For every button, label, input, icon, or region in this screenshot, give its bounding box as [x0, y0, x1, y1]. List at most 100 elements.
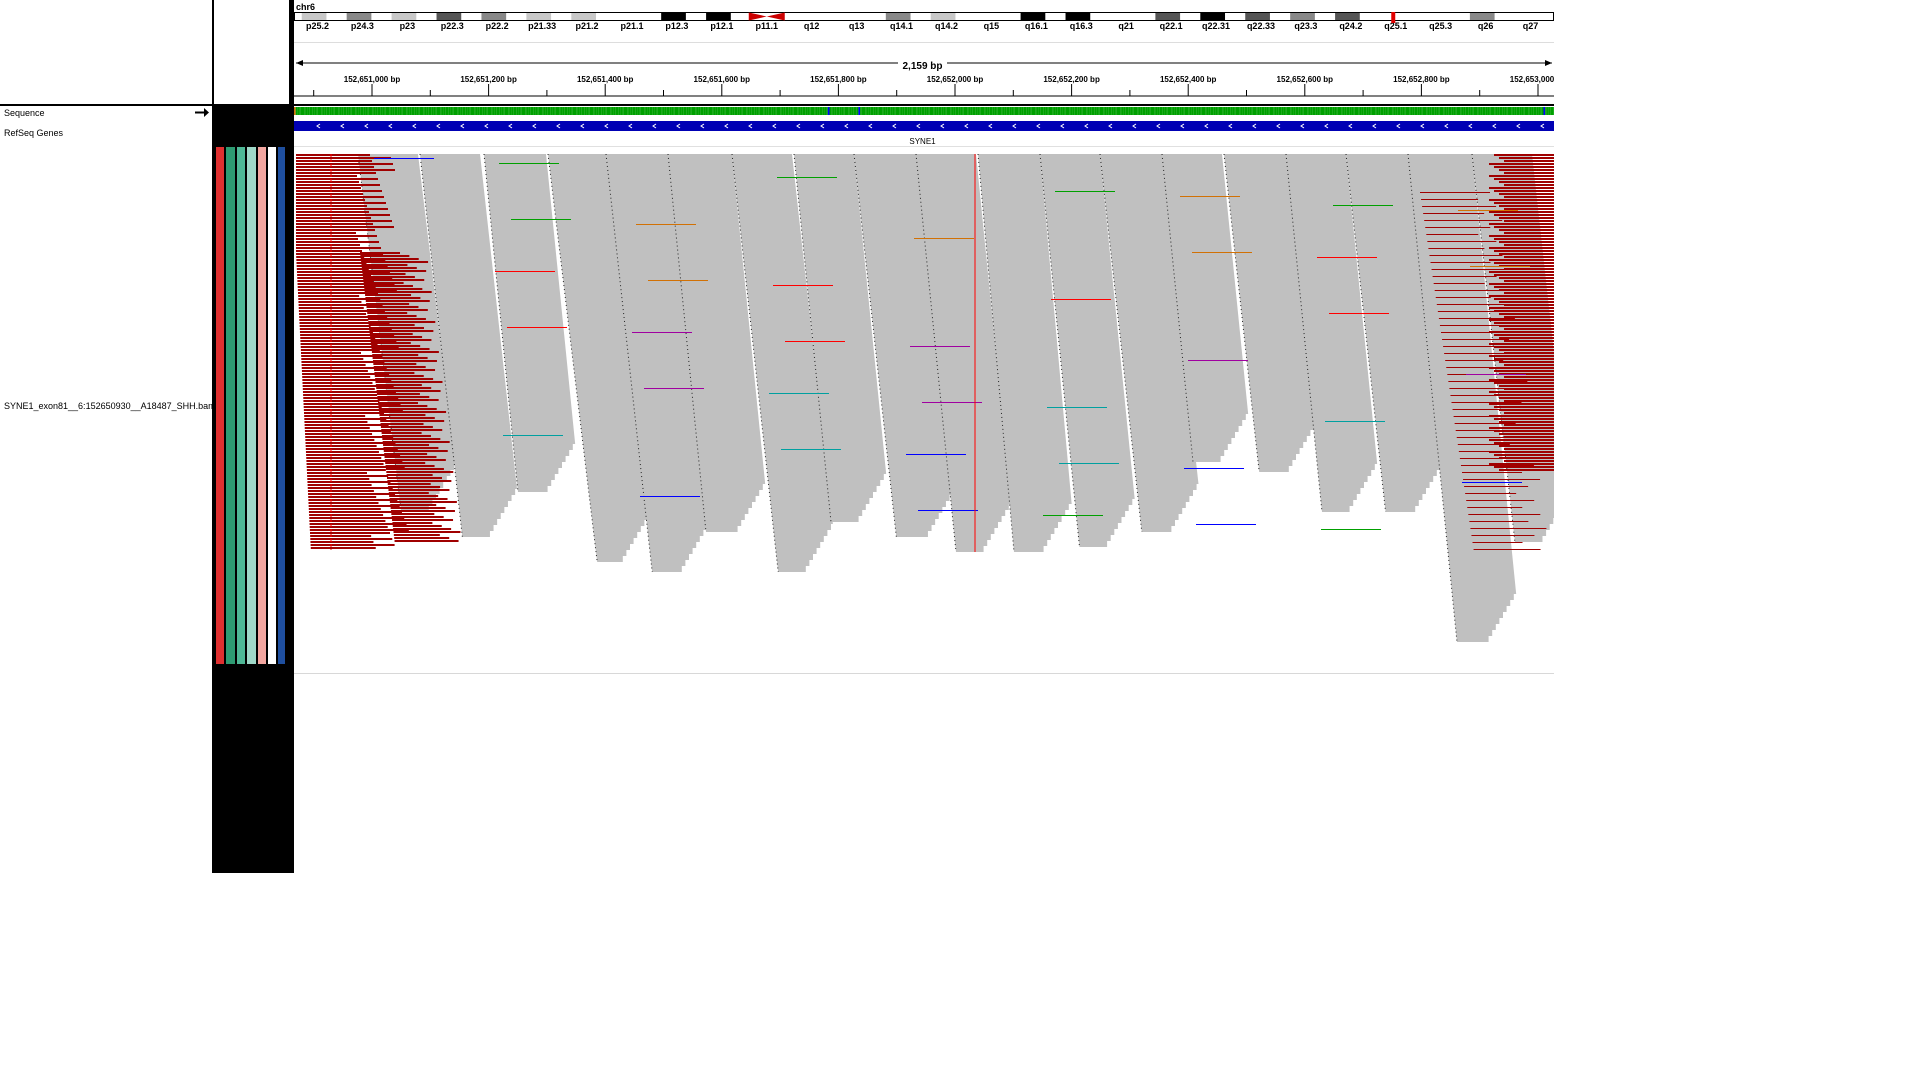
ideogram-band-label: p22.2 [486, 21, 509, 31]
ruler-tick-label: 152,653,000 bp [1510, 75, 1554, 84]
ruler-tick-label: 152,652,000 bp [927, 75, 984, 84]
attribute-column[interactable] [258, 147, 266, 664]
ruler-tick: 152,651,200 bp [460, 75, 548, 96]
attribute-column[interactable] [237, 147, 245, 664]
mismatch-line [910, 346, 970, 347]
read-stack[interactable] [915, 153, 1018, 553]
attribute-columns[interactable] [216, 147, 288, 664]
ideogram-band[interactable]: p23 [391, 13, 417, 31]
attribute-column[interactable] [268, 147, 276, 664]
read-stack[interactable] [793, 153, 893, 523]
ideogram-band-label: q22.1 [1160, 21, 1183, 31]
data-panel[interactable]: chr6 p25.2 p24.3 p23 p22.3 p22.2 p21.33 p21.2 p… [291, 0, 1554, 873]
track-divider [294, 146, 1554, 147]
ideogram-band[interactable]: q22.33 [1245, 13, 1275, 31]
data-left-border [291, 0, 294, 873]
mismatch-line [1196, 524, 1256, 525]
gene-label-syne1[interactable]: SYNE1 [909, 137, 936, 146]
ruler-tick-label: 152,651,400 bp [577, 75, 634, 84]
span-label: 2,159 bp [898, 61, 947, 72]
alignment-track[interactable] [294, 152, 1554, 672]
soft-clipped-reads-left[interactable] [296, 154, 461, 549]
mismatch-line [1317, 257, 1377, 258]
ideogram-band[interactable]: q13 [840, 13, 866, 31]
mismatch-line [1329, 313, 1389, 314]
ideogram-band[interactable]: q14.2 [930, 13, 958, 31]
genomic-ruler[interactable]: 152,651,000 bp 152,651,200 bp 152,651,400 … [294, 70, 1554, 104]
attr-header-divider [212, 104, 291, 106]
attribute-column[interactable] [226, 147, 235, 664]
ideogram-band[interactable]: q14.1 [885, 13, 913, 31]
ideogram-band-label: p12.3 [665, 21, 688, 31]
ideogram-band-label: p22.3 [441, 21, 464, 31]
ideogram-band[interactable]: q24.2 [1335, 13, 1362, 31]
ideogram-band-label: p23 [400, 21, 416, 31]
ideogram-band[interactable]: p21.33 [526, 13, 556, 31]
ideogram-band[interactable]: q25.3 [1424, 13, 1452, 31]
ideogram-band-label: p24.3 [351, 21, 374, 31]
ideogram-band[interactable]: q27 [1514, 13, 1540, 31]
track-name-alignment[interactable]: SYNE1_exon81__6:152650930__A18487_SHH.ba… [4, 401, 216, 411]
sequence-track[interactable] [294, 107, 1554, 116]
chromosome-ideogram[interactable]: p25.2 p24.3 p23 p22.3 p22.2 p21.33 p21.2 p21.1 p… [294, 12, 1554, 34]
ideogram-band[interactable]: p11.1 [755, 21, 778, 31]
ideogram-band-label: p25.2 [306, 21, 329, 31]
ideogram-band-label: q16.3 [1070, 21, 1093, 31]
track-name-panel: Sequence RefSeq Genes SYNE1_exon81__6:15… [0, 0, 216, 873]
centromere-p [748, 12, 767, 21]
ruler-tick: 152,652,800 bp [1393, 75, 1481, 96]
refseq-gene-track[interactable] [294, 121, 1554, 133]
ideogram-band[interactable]: q15 [975, 13, 1001, 31]
ideogram-band[interactable]: p25.2 [301, 13, 329, 31]
chromosome-name: chr6 [296, 2, 316, 12]
ruler-tick: 152,651,000 bp [344, 75, 431, 96]
mismatch-line [781, 449, 841, 450]
ideogram-band[interactable]: q22.1 [1155, 13, 1183, 31]
ideogram-band-label: p21.1 [620, 21, 643, 31]
ideogram-band-label: q24.2 [1339, 21, 1362, 31]
read-stack[interactable] [1039, 153, 1142, 548]
ideogram-band[interactable]: q23.3 [1290, 13, 1317, 31]
mismatch-line [499, 163, 559, 164]
ideogram-band[interactable]: p22.2 [481, 13, 509, 31]
read-stack[interactable] [1099, 153, 1206, 533]
ideogram-band[interactable]: q16.3 [1065, 13, 1093, 31]
alignment-track-bottom [294, 673, 1554, 674]
gene-feature-syne1[interactable] [294, 121, 1554, 131]
read-stack[interactable] [1345, 153, 1450, 513]
ideogram-band[interactable]: p22.3 [436, 13, 464, 31]
ideogram-band[interactable]: q26 [1469, 13, 1495, 31]
ideogram-band[interactable]: q22.31 [1200, 13, 1230, 31]
mismatch-line [1458, 210, 1518, 211]
mismatch-line [632, 332, 692, 333]
mismatch-line [777, 177, 837, 178]
ideogram-band[interactable]: p21.1 [616, 13, 643, 31]
mismatch-line [507, 327, 567, 328]
ideogram-band[interactable]: q16.1 [1020, 13, 1048, 31]
ideogram-band[interactable]: q12 [804, 21, 820, 31]
track-name-sequence[interactable]: Sequence [4, 108, 45, 118]
ruler-tick-label: 152,651,000 bp [344, 75, 401, 84]
attribute-column[interactable] [216, 147, 224, 664]
ideogram-band[interactable]: p21.2 [571, 13, 599, 31]
read-stack[interactable] [731, 153, 841, 573]
read-stack[interactable] [483, 153, 582, 493]
read-stack[interactable] [1161, 153, 1255, 463]
ideogram-band[interactable]: q21 [1110, 13, 1136, 31]
ideogram-band[interactable]: p24.3 [346, 13, 374, 31]
attribute-column[interactable] [247, 147, 256, 664]
track-name-refseq[interactable]: RefSeq Genes [4, 128, 64, 138]
soft-clipped-reads-right[interactable] [1420, 154, 1554, 550]
read-stack[interactable] [977, 153, 1078, 553]
ideogram-band-label: q25.1 [1384, 21, 1407, 31]
ideogram-band[interactable]: p12.1 [706, 13, 733, 31]
gene-label-wrap: SYNE1 [291, 131, 1554, 149]
right-arrow-icon[interactable] [195, 108, 209, 117]
mismatch-line [1188, 360, 1248, 361]
attr-left-border [212, 0, 214, 873]
ideogram-band[interactable]: p12.3 [661, 13, 688, 31]
read-stack[interactable] [667, 153, 772, 533]
ruler-tick-label: 152,651,800 bp [810, 75, 867, 84]
mismatch-line [1047, 407, 1107, 408]
attribute-column[interactable] [278, 147, 285, 664]
